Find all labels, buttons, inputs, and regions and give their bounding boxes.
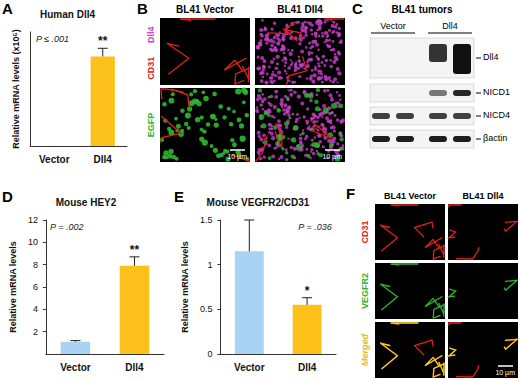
svg-text:Human Dll4: Human Dll4	[40, 9, 95, 20]
svg-text:10 µm: 10 µm	[227, 153, 247, 161]
svg-text:Dll4: Dll4	[94, 154, 113, 165]
svg-text:NICD1: NICD1	[483, 87, 510, 97]
svg-text:P ≤ .001: P ≤ .001	[36, 34, 69, 44]
svg-text:1: 1	[207, 260, 212, 270]
svg-text:A: A	[2, 0, 13, 17]
svg-text:10 µm: 10 µm	[322, 153, 342, 161]
svg-text:CD31: CD31	[146, 57, 156, 80]
svg-text:Merged: Merged	[360, 334, 370, 367]
svg-text:F: F	[346, 185, 355, 202]
svg-text:C: C	[352, 0, 363, 17]
svg-text:Dll4: Dll4	[146, 26, 156, 43]
svg-text:BL41 Vector: BL41 Vector	[384, 191, 437, 201]
svg-text:BL41 Vector: BL41 Vector	[176, 4, 234, 15]
svg-text:10: 10	[28, 237, 38, 247]
svg-text:BL41 Dll4: BL41 Dll4	[277, 4, 323, 15]
svg-text:Relative mRNA levels (x10⁵): Relative mRNA levels (x10⁵)	[11, 29, 21, 148]
svg-text:P = .002: P = .002	[50, 222, 83, 232]
svg-text:**: **	[130, 243, 140, 257]
svg-text:Vector: Vector	[380, 21, 406, 31]
svg-text:Mouse VEGFR2/CD31: Mouse VEGFR2/CD31	[207, 197, 310, 208]
svg-text:Dll4: Dll4	[442, 21, 458, 31]
svg-text:E: E	[174, 188, 184, 205]
svg-text:4: 4	[33, 304, 38, 314]
svg-text:0: 0	[207, 349, 212, 359]
svg-text:1.5: 1.5	[200, 215, 213, 225]
svg-text:D: D	[2, 188, 13, 205]
svg-text:CD31: CD31	[360, 220, 370, 243]
svg-text:Dll4: Dll4	[483, 52, 499, 62]
svg-text:12: 12	[28, 215, 38, 225]
svg-text:10 µm: 10 µm	[495, 369, 515, 377]
svg-text:8: 8	[33, 260, 38, 270]
svg-text:Relative mRNA levels: Relative mRNA levels	[180, 241, 190, 333]
svg-text:Vector: Vector	[234, 362, 265, 373]
svg-text:NICD4: NICD4	[483, 110, 510, 120]
svg-text:**: **	[98, 34, 108, 48]
svg-text:VEGFR2: VEGFR2	[360, 273, 370, 309]
svg-text:*: *	[305, 284, 310, 298]
svg-text:BL41 tumors: BL41 tumors	[391, 4, 453, 15]
svg-text:Mouse HEY2: Mouse HEY2	[56, 197, 117, 208]
svg-text:6: 6	[33, 282, 38, 292]
svg-text:Dll4: Dll4	[298, 362, 317, 373]
svg-text:Relative mRNA levels: Relative mRNA levels	[8, 241, 18, 333]
svg-text:0.5: 0.5	[200, 304, 213, 314]
svg-text:Dll4: Dll4	[125, 362, 144, 373]
svg-text:2: 2	[33, 327, 38, 337]
svg-text:B: B	[137, 0, 148, 17]
svg-text:P = .036: P = .036	[298, 222, 331, 232]
svg-text:Vector: Vector	[60, 362, 91, 373]
svg-text:Vector: Vector	[39, 154, 70, 165]
svg-text:BL41 Dll4: BL41 Dll4	[462, 191, 503, 201]
svg-text:βactin: βactin	[483, 133, 507, 143]
svg-text:EGFP: EGFP	[146, 113, 156, 138]
